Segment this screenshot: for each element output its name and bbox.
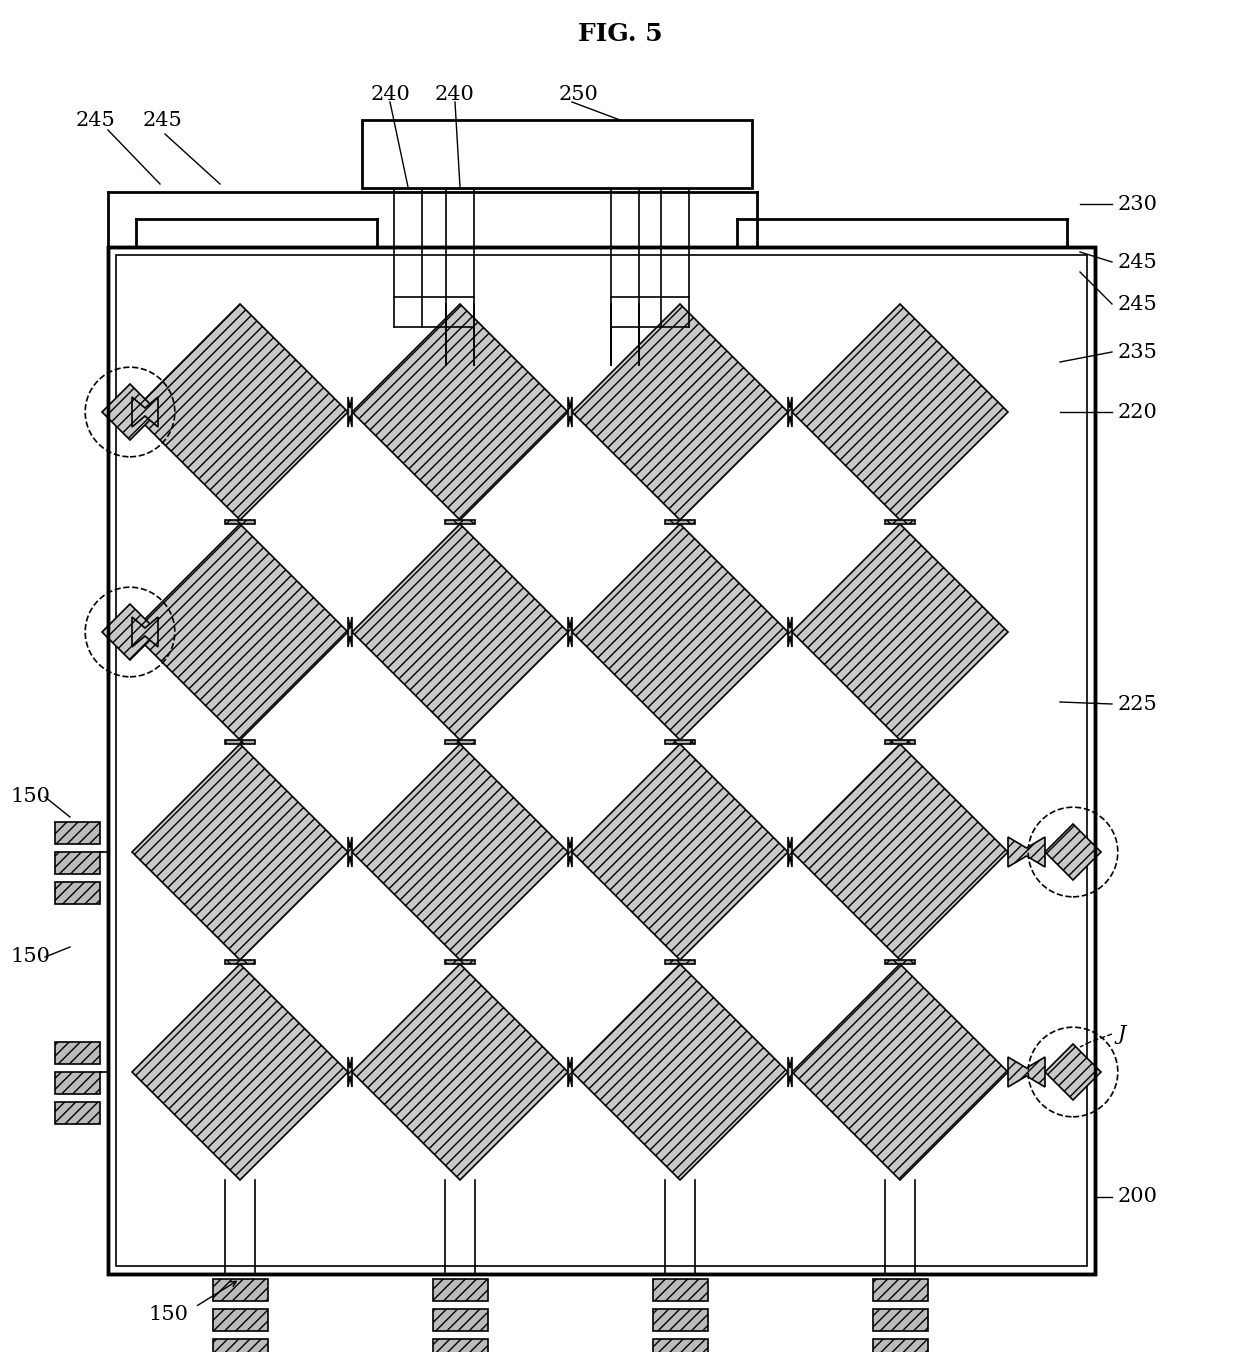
Polygon shape [224,521,255,525]
Polygon shape [1045,1044,1101,1101]
Polygon shape [131,525,348,740]
Polygon shape [1045,823,1101,880]
Polygon shape [792,744,1008,960]
Bar [873,1338,928,1352]
Polygon shape [445,521,475,525]
Text: 245: 245 [1118,253,1158,272]
Polygon shape [224,960,255,964]
Text: FIG. 5: FIG. 5 [578,22,662,46]
Polygon shape [348,617,352,648]
Polygon shape [572,525,787,740]
Bar [652,1309,708,1330]
Text: J: J [1118,1025,1126,1044]
Polygon shape [352,304,568,521]
Text: 220: 220 [1118,403,1158,422]
Bar [433,1279,487,1301]
Polygon shape [885,960,915,964]
Polygon shape [568,1057,572,1087]
Polygon shape [568,617,572,648]
Polygon shape [352,744,568,960]
Polygon shape [445,740,475,744]
Bar [362,120,751,188]
Polygon shape [787,617,792,648]
Polygon shape [787,1057,792,1087]
Bar [108,247,1095,1274]
Polygon shape [568,397,572,427]
Polygon shape [102,384,157,439]
Text: 235: 235 [1118,342,1158,361]
Bar [212,1279,268,1301]
Bar [433,1338,487,1352]
Polygon shape [348,837,352,867]
Text: 150: 150 [10,787,50,807]
Polygon shape [224,740,255,744]
Polygon shape [572,964,787,1180]
Polygon shape [665,740,694,744]
Text: 150: 150 [10,948,50,967]
Polygon shape [885,740,915,744]
Polygon shape [665,960,694,964]
Bar [55,1042,100,1064]
Polygon shape [131,964,348,1180]
Polygon shape [348,1057,352,1087]
Bar [55,882,100,904]
Polygon shape [792,525,1008,740]
Bar [212,1309,268,1330]
Bar [55,1072,100,1094]
Text: 250: 250 [558,85,598,104]
Polygon shape [572,304,787,521]
Text: 245: 245 [76,111,115,130]
Bar [873,1309,928,1330]
Bar [212,1338,268,1352]
Text: 240: 240 [370,85,410,104]
Text: 200: 200 [1118,1187,1158,1206]
Bar [652,1338,708,1352]
Polygon shape [665,521,694,525]
Polygon shape [787,397,792,427]
Bar [652,1279,708,1301]
Text: 245: 245 [143,111,182,130]
Text: 230: 230 [1118,195,1158,214]
Polygon shape [352,964,568,1180]
Bar [433,1309,487,1330]
Polygon shape [348,397,352,427]
Polygon shape [885,521,915,525]
Polygon shape [131,397,157,427]
Polygon shape [792,964,1008,1180]
Polygon shape [102,604,157,660]
Bar [55,822,100,844]
Text: 245: 245 [1118,295,1158,314]
Polygon shape [131,304,348,521]
Bar [117,256,1087,1265]
Polygon shape [572,744,787,960]
Polygon shape [787,837,792,867]
Bar [55,852,100,873]
Polygon shape [792,304,1008,521]
Text: 150: 150 [148,1305,188,1324]
Polygon shape [445,960,475,964]
Bar [108,247,1095,1274]
Polygon shape [352,525,568,740]
Text: 225: 225 [1118,695,1158,714]
Bar [55,1102,100,1124]
Polygon shape [1008,837,1045,867]
Polygon shape [1008,1057,1045,1087]
Bar [873,1279,928,1301]
Text: 240: 240 [435,85,475,104]
Polygon shape [131,617,157,648]
Polygon shape [568,837,572,867]
Polygon shape [131,744,348,960]
